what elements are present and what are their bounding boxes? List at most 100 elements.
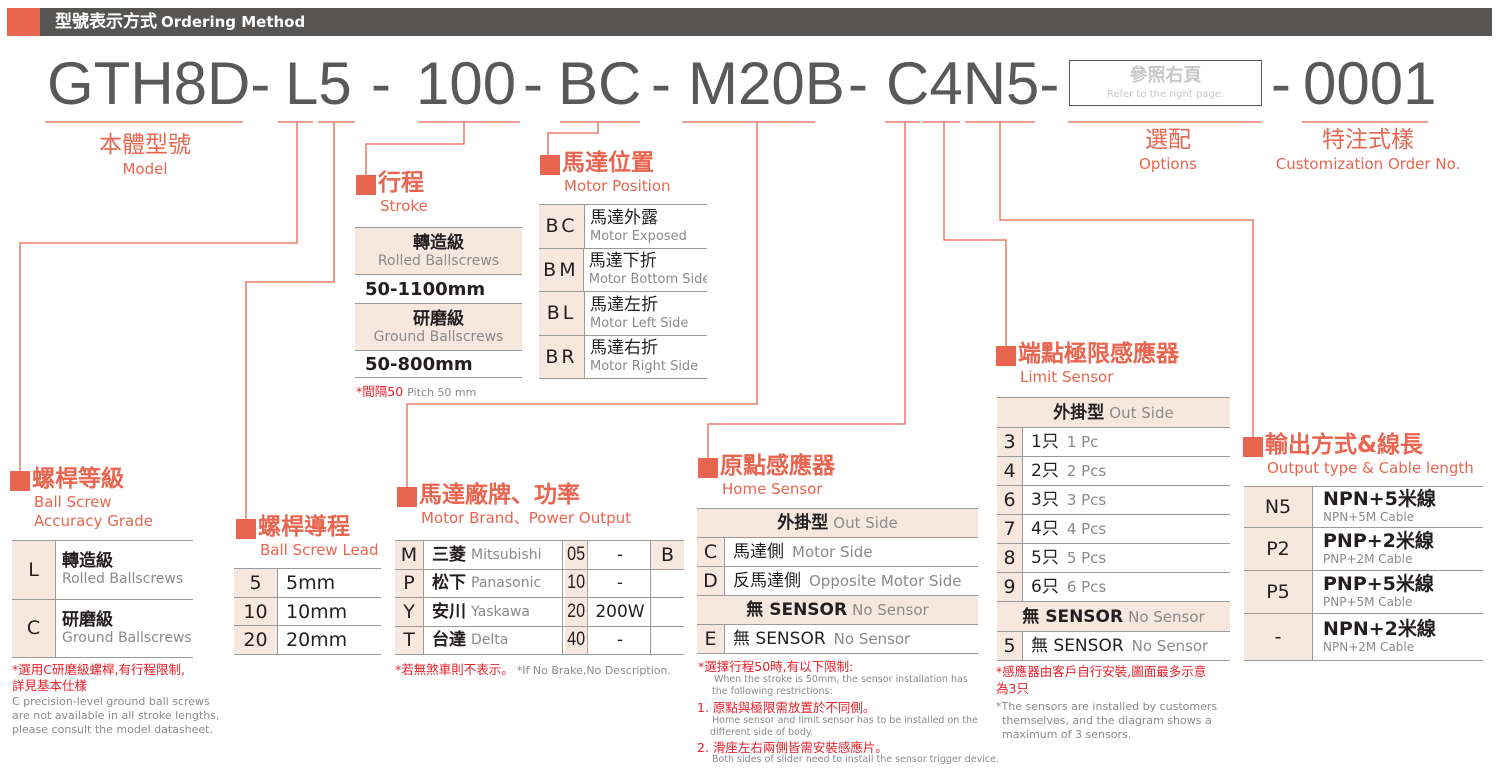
- position-zh: 馬達右折: [590, 338, 658, 359]
- title-zh: 型號表示方式: [55, 12, 157, 32]
- home-item1-en: Home sensor and limit sensor has to be i…: [712, 715, 978, 726]
- sensor-desc: 馬達側 Motor Side: [725, 538, 873, 566]
- position-code: BR: [539, 335, 585, 378]
- sensor-en: No Sensor: [1131, 637, 1209, 655]
- lead-title-zh: 螺桿導程: [258, 514, 350, 540]
- position-zh: 馬達左折: [590, 294, 658, 315]
- sensor-desc: 無 SENSOR No Sensor: [1023, 632, 1208, 660]
- stroke-grade: 研磨級 Ground Ballscrews: [355, 304, 522, 350]
- table-row: BL 馬達左折 Motor Left Side: [539, 292, 707, 336]
- code-sep: -: [651, 50, 671, 117]
- sensor-zh: 無 SENSOR: [733, 629, 826, 649]
- brand-name: 三菱 Mitsubishi: [424, 541, 563, 569]
- group-row: 外掛型 Out Side: [697, 509, 978, 538]
- motor_brand-title-zh: 馬達廠牌、功率: [419, 482, 580, 508]
- brand-code: Y: [395, 598, 424, 626]
- sensor-zh: 3只: [1031, 490, 1059, 510]
- motor-power: -: [590, 569, 651, 597]
- sensor-zh: 1只: [1031, 432, 1059, 452]
- home_sensor-title-zh: 原點感應器: [720, 453, 835, 479]
- home_sensor-group-en: Out Side: [833, 514, 898, 532]
- table-row: 50-800mm: [355, 351, 522, 378]
- accuracy-square: [10, 471, 30, 491]
- code-stroke: 100: [416, 50, 517, 117]
- position-zh: 馬達外露: [590, 207, 658, 228]
- sensor-code: 4: [997, 457, 1023, 485]
- stroke-table: 轉造級 Rolled Ballscrews 50-1100mm 研磨級 Ground B…: [355, 227, 522, 378]
- table-row: Y 安川 Yaskawa 20 200W: [395, 598, 684, 627]
- position-code: BC: [539, 205, 585, 248]
- table-row: BC 馬達外露 Motor Exposed: [539, 205, 707, 249]
- sensor-zh: 無 SENSOR: [1031, 636, 1124, 656]
- accuracy-title-en: Accuracy Grade: [34, 512, 153, 530]
- sensor-code: 9: [997, 573, 1023, 601]
- accuracy-title-en: Ball Screw: [34, 493, 112, 511]
- motor-power-code: 40: [565, 626, 588, 654]
- home_sensor-square: [698, 458, 718, 478]
- output-desc: NPN+5米線 NPN+5M Cable: [1313, 487, 1436, 527]
- connector-motor: [406, 122, 758, 488]
- sensor-code: 3: [997, 428, 1023, 456]
- home-item2-en: Both sides of slider need to install the…: [712, 754, 999, 765]
- brand-code: T: [395, 626, 424, 654]
- brake-code: [651, 627, 684, 655]
- output-desc: PNP+5米線 PNP+5M Cable: [1313, 571, 1434, 613]
- sensor-desc: 3只 3 Pcs: [1023, 486, 1106, 514]
- limit_sensor-title-zh: 端點極限感應器: [1018, 341, 1179, 367]
- sensor-code: 6: [997, 486, 1023, 514]
- limit_sensor-square: [996, 346, 1016, 366]
- grade-code: C: [12, 599, 56, 657]
- table-row: 50-1100mm: [355, 275, 522, 304]
- table-row: E 無 SENSOR No Sensor: [697, 625, 978, 654]
- output-code: N5: [1244, 487, 1313, 527]
- connector-lead: [245, 122, 335, 520]
- position-en: Motor Left Side: [590, 315, 689, 331]
- sensor-en: 1 Pc: [1066, 433, 1099, 451]
- grade-desc: 研磨級 Ground Ballscrews: [56, 600, 192, 658]
- table-row: P2 PNP+2米線 PNP+2M Cable: [1244, 528, 1483, 571]
- grade-code: L: [12, 541, 56, 599]
- sensor-code: E: [697, 625, 725, 653]
- home_sensor-title-en: Home Sensor: [722, 480, 823, 498]
- home-item2-zh: 2. 滑座左右兩側皆需安裝感應片。: [697, 740, 888, 755]
- sensor-zh: 4只: [1031, 519, 1059, 539]
- motor-power: -: [590, 626, 651, 654]
- table-row: 5 5mm: [234, 569, 381, 598]
- output-en: NPN+2M Cable: [1323, 639, 1415, 654]
- options-box-en: Refer to the right page.: [1106, 89, 1225, 100]
- stroke-grade-zh: 轉造級: [413, 232, 464, 253]
- output-code: P5: [1244, 571, 1313, 613]
- grade-en: Rolled Ballscrews: [62, 571, 184, 588]
- sensor-desc: 反馬達側 Opposite Motor Side: [725, 567, 961, 595]
- table-row: BR 馬達右折 Motor Right Side: [539, 335, 707, 379]
- output-square: [1243, 437, 1263, 457]
- motor_position-square: [540, 155, 560, 175]
- page-title: 型號表示方式 Ordering Method: [55, 11, 305, 33]
- sensor-code: D: [697, 567, 725, 595]
- table-row: C 馬達側 Motor Side: [697, 538, 978, 567]
- label-custom: 特注式樣 Customization Order No.: [1268, 126, 1468, 174]
- brand-zh: 三菱: [432, 544, 466, 565]
- sensor-desc: 1只 1 Pc: [1023, 428, 1098, 456]
- table-row: 10 10mm: [234, 597, 381, 627]
- sensor-zh: 5只: [1031, 548, 1059, 568]
- position-en: Motor Right Side: [590, 359, 699, 375]
- sensor-zh: 馬達側: [733, 542, 784, 562]
- label-zh: 選配: [1145, 127, 1191, 153]
- stroke-grade-en: Ground Ballscrews: [373, 328, 504, 345]
- output-title-en: Output type & Cable length: [1267, 459, 1474, 477]
- code-sep: -: [848, 50, 868, 117]
- motor-power-code: 05: [565, 541, 588, 569]
- table-row: L 轉造級 Rolled Ballscrews: [12, 541, 193, 600]
- motor-power-code: 20: [565, 598, 588, 626]
- limit-note-en: *The sensors are installed by customers: [996, 700, 1218, 713]
- table-row: 7 4只 4 Pcs: [997, 515, 1230, 544]
- code-model: GTH8D-: [47, 50, 271, 117]
- home-item1-zh: 1. 原點與極限需放置於不同側。: [697, 700, 876, 715]
- limit-note-en: maximum of 3 sensors.: [1002, 728, 1132, 741]
- accuracy-note-zh: 詳見基本仕樣: [12, 678, 88, 693]
- sensor-en: 5 Pcs: [1066, 549, 1107, 567]
- motor_position-title-zh: 馬達位置: [562, 150, 654, 176]
- brand-zh: 台達: [432, 630, 466, 651]
- home-note-zh: *選擇行程50時,有以下限制:: [698, 659, 854, 674]
